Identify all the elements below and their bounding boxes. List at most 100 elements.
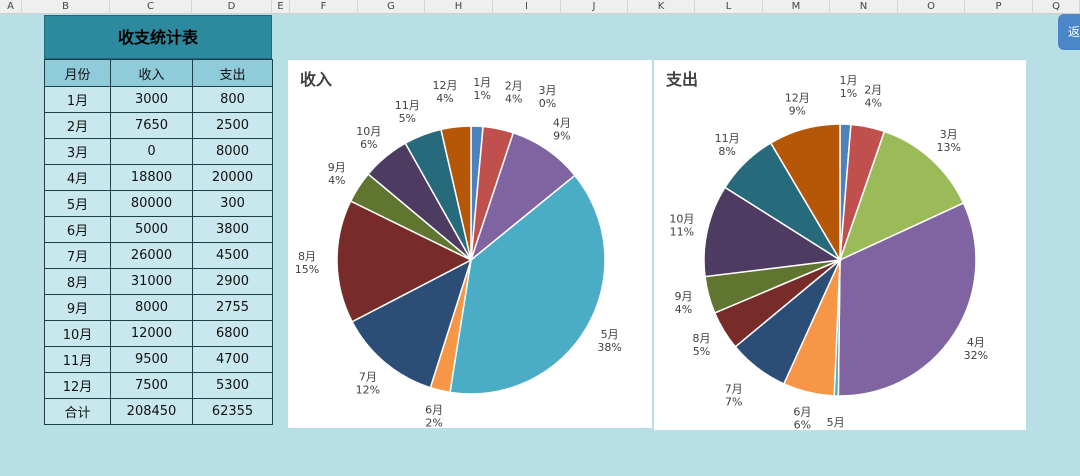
slice-category-label: 2月 (505, 79, 523, 92)
table-cell[interactable]: 4700 (192, 346, 273, 373)
table-row: 9月 8000 2755 (44, 294, 273, 321)
table-cell[interactable]: 9月 (44, 294, 111, 321)
table-cell[interactable]: 9500 (110, 346, 193, 373)
table-row: 7月 26000 4500 (44, 242, 273, 269)
table-cell[interactable]: 8000 (110, 294, 193, 321)
table-cell[interactable]: 208450 (110, 398, 193, 425)
slice-category-label: 9月 (675, 290, 693, 303)
column-header-f[interactable]: F (290, 0, 358, 14)
table-row: 3月 0 8000 (44, 138, 273, 165)
income-pie-chart[interactable]: 收入 1月 1% 2月 4% 3月 0% 4月 9% 5月 38% 6月 2% 7月 12% 8月 15% 9月… (288, 60, 652, 428)
pie-slice-12[interactable] (769, 123, 841, 263)
slice-category-label: 12月 (785, 92, 810, 105)
table-cell[interactable]: 20000 (192, 164, 273, 191)
table-cell[interactable]: 2500 (192, 112, 273, 139)
slice-percent-label: 2% (425, 417, 442, 428)
table-cell[interactable]: 合计 (44, 398, 111, 425)
table-cell[interactable]: 6月 (44, 216, 111, 243)
column-header-d[interactable]: D (192, 0, 272, 14)
table-cell[interactable]: 3000 (110, 86, 193, 113)
table-cell[interactable]: 7月 (44, 242, 111, 269)
table-cell[interactable]: 7650 (110, 112, 193, 139)
column-header-c[interactable]: C (110, 0, 192, 14)
slice-category-label: 7月 (725, 383, 743, 396)
table-cell[interactable]: 月份 (44, 59, 111, 87)
column-header-l[interactable]: L (695, 0, 763, 14)
table-cell[interactable]: 0 (110, 138, 193, 165)
table-cell[interactable]: 300 (192, 190, 273, 217)
table-cell[interactable]: 18800 (110, 164, 193, 191)
slice-category-label: 1月 (840, 74, 858, 87)
table-cell[interactable]: 12月 (44, 372, 111, 399)
table-cell[interactable]: 3800 (192, 216, 273, 243)
slice-percent-label: 5% (399, 112, 416, 125)
slice-category-label: 10月 (356, 125, 381, 138)
pie-slice-10[interactable] (703, 186, 843, 278)
pie-slice-3[interactable] (838, 130, 965, 262)
table-cell[interactable]: 2755 (192, 294, 273, 321)
column-header-g[interactable]: G (358, 0, 425, 14)
column-header-b[interactable]: B (22, 0, 110, 14)
table-cell[interactable]: 62355 (192, 398, 273, 425)
table-cell[interactable]: 80000 (110, 190, 193, 217)
expense-pie-chart[interactable]: 支出 1月1%2月4%3月13%4月32%5月0%6月6%7月7%8月5%9月4… (654, 60, 1026, 430)
table-cell[interactable]: 3月 (44, 138, 111, 165)
pie-slice-8[interactable] (336, 200, 473, 323)
table-cell[interactable]: 12000 (110, 320, 193, 347)
slice-category-label: 5月 (827, 416, 845, 429)
table-title[interactable]: 收支统计表 (44, 15, 272, 59)
pie-slice-4[interactable] (837, 202, 977, 397)
table-cell[interactable]: 4500 (192, 242, 273, 269)
column-header-m[interactable]: M (763, 0, 830, 14)
column-header-a[interactable]: A (0, 0, 22, 14)
expense-chart-title: 支出 (666, 70, 699, 89)
table-cell[interactable]: 5月 (44, 190, 111, 217)
table-cell[interactable]: 2月 (44, 112, 111, 139)
slice-category-label: 3月 (539, 84, 557, 97)
column-header-q[interactable]: Q (1033, 0, 1080, 14)
column-header-i[interactable]: I (493, 0, 561, 14)
table-cell[interactable]: 2900 (192, 268, 273, 295)
table-cell[interactable]: 4月 (44, 164, 111, 191)
slice-percent-label: 32% (964, 349, 988, 362)
table-row: 11月 9500 4700 (44, 346, 273, 373)
pie-slice-7[interactable] (351, 258, 473, 389)
table-cell[interactable]: 5300 (192, 372, 273, 399)
column-header-n[interactable]: N (830, 0, 898, 14)
column-header-k[interactable]: K (628, 0, 695, 14)
column-header-p[interactable]: P (965, 0, 1033, 14)
table-cell[interactable]: 10月 (44, 320, 111, 347)
pie-slice-12[interactable] (440, 125, 472, 261)
table-cell[interactable]: 5000 (110, 216, 193, 243)
table-cell[interactable]: 收入 (110, 59, 193, 87)
slice-category-label: 10月 (669, 213, 694, 226)
slice-percent-label: 0% (827, 429, 844, 430)
table-cell[interactable]: 6800 (192, 320, 273, 347)
slice-category-label: 5月 (601, 328, 619, 341)
slice-category-label: 6月 (793, 406, 811, 419)
side-panel-button[interactable]: 返 (1058, 14, 1080, 50)
column-header-h[interactable]: H (425, 0, 493, 14)
expense-pie-svg: 1月1%2月4%3月13%4月32%5月0%6月6%7月7%8月5%9月4%10… (669, 74, 988, 430)
table-cell[interactable]: 800 (192, 86, 273, 113)
slice-percent-label: 9% (789, 105, 806, 118)
column-header-e[interactable]: E (272, 0, 290, 14)
table-cell[interactable]: 31000 (110, 268, 193, 295)
table-row: 2月 7650 2500 (44, 112, 273, 139)
slice-percent-label: 13% (936, 141, 960, 154)
column-header-o[interactable]: O (898, 0, 965, 14)
table-row: 1月 3000 800 (44, 86, 273, 113)
table-cell[interactable]: 8000 (192, 138, 273, 165)
slice-percent-label: 9% (553, 129, 570, 142)
slice-percent-label: 6% (794, 419, 811, 430)
table-cell[interactable]: 支出 (192, 59, 273, 87)
pie-slice-5[interactable] (449, 174, 606, 395)
table-cell[interactable]: 11月 (44, 346, 111, 373)
column-header-j[interactable]: J (561, 0, 628, 14)
table-cell[interactable]: 1月 (44, 86, 111, 113)
table-cell[interactable]: 7500 (110, 372, 193, 399)
table-cell[interactable]: 8月 (44, 268, 111, 295)
table-cell[interactable]: 26000 (110, 242, 193, 269)
slice-percent-label: 6% (360, 138, 377, 151)
